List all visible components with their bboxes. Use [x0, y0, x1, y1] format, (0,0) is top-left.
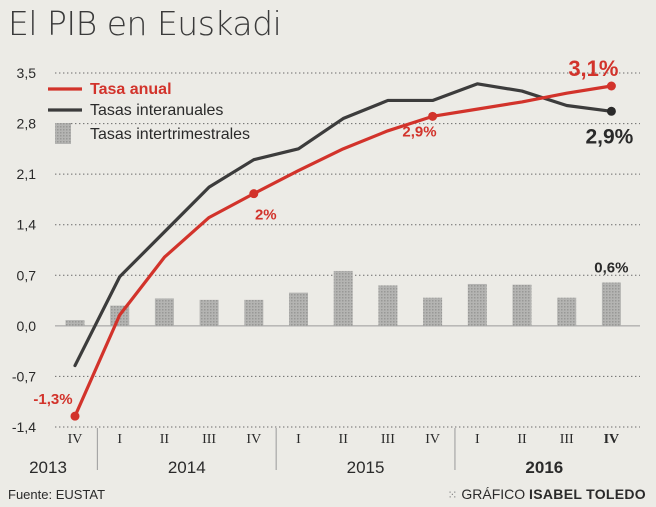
x-tick-label: II: [160, 432, 170, 447]
x-tick-label: II: [339, 432, 349, 447]
y-tick-label: 1,4: [17, 217, 37, 233]
credit-author: ISABEL TOLEDO: [529, 486, 646, 502]
legend-label-tasas-intertrimestrales: Tasas intertrimestrales: [90, 126, 250, 143]
bar: [289, 292, 308, 326]
x-tick-label: III: [381, 432, 395, 447]
y-tick-label: 0,0: [17, 318, 37, 334]
data-marker: [428, 111, 438, 121]
data-marker: [249, 189, 259, 199]
data-label: -1,3%: [33, 391, 72, 408]
y-tick-label: -0,7: [12, 368, 36, 384]
tasa-anual-line: [73, 84, 614, 418]
x-tick-label: IV: [68, 432, 83, 447]
data-label: 2,9%: [585, 125, 633, 148]
y-tick-label: 0,7: [17, 267, 37, 283]
legend: Tasa anual Tasas interanuales Tasas intert…: [48, 81, 250, 144]
lines: [73, 82, 614, 418]
data-marker: [606, 81, 616, 91]
bar: [601, 282, 621, 326]
y-tick-label: 2,1: [17, 166, 37, 182]
legend-label-tasa-anual: Tasa anual: [90, 81, 172, 98]
x-tick-label: IV: [604, 432, 620, 447]
tasas-interanuales-line: [73, 82, 614, 368]
dots-icon: ⁙: [447, 488, 458, 502]
bars-intertrimestrales: [65, 270, 621, 326]
x-tick-label: IV: [425, 432, 440, 447]
data-labels: -1,3% 2% 2,9% 3,1% 2,9% 0,6%: [33, 56, 633, 408]
bar: [423, 297, 443, 326]
year-label: 2016: [525, 458, 563, 477]
x-tick-label: IV: [246, 432, 261, 447]
x-tick-label: II: [517, 432, 527, 447]
bar: [333, 270, 353, 326]
source-note: Fuente: EUSTAT: [8, 487, 106, 502]
x-tick-label: I: [296, 432, 301, 447]
y-tick-label: 3,5: [17, 65, 37, 81]
bar: [199, 299, 219, 326]
legend-swatch-tasas-intertrimestrales: [55, 123, 71, 144]
data-label: 2%: [255, 207, 277, 224]
data-label: 2,9%: [402, 123, 436, 140]
bar: [557, 297, 577, 326]
x-tick-label: III: [202, 432, 216, 447]
legend-label-tasas-interanuales: Tasas interanuales: [90, 102, 223, 119]
credit-prefix: GRÁFICO: [461, 486, 526, 502]
bar: [467, 283, 487, 326]
data-label: 0,6%: [594, 260, 628, 277]
y-tick-label: 2,8: [17, 116, 37, 132]
bar: [512, 284, 532, 326]
year-label: 2013: [29, 458, 67, 477]
bar: [154, 298, 174, 326]
markers: [70, 81, 616, 421]
chart-title: El PIB en Euskadi: [8, 4, 282, 43]
bar: [378, 285, 398, 326]
y-axis-ticks: 3,5 2,8 2,1 1,4 0,7 0,0 -0,7 -1,4: [12, 65, 36, 435]
bar: [244, 299, 264, 326]
year-label: 2014: [168, 458, 206, 477]
x-tick-label: I: [117, 432, 122, 447]
graphic-credit: ⁙ GRÁFICO ISABEL TOLEDO: [447, 486, 646, 502]
x-tick-label: I: [475, 432, 480, 447]
bar: [65, 320, 85, 326]
data-marker: [70, 411, 80, 421]
y-tick-label: -1,4: [12, 419, 36, 435]
data-label: 3,1%: [568, 56, 618, 81]
year-label: 2015: [347, 458, 385, 477]
x-tick-label: III: [560, 432, 574, 447]
data-marker: [606, 106, 616, 116]
